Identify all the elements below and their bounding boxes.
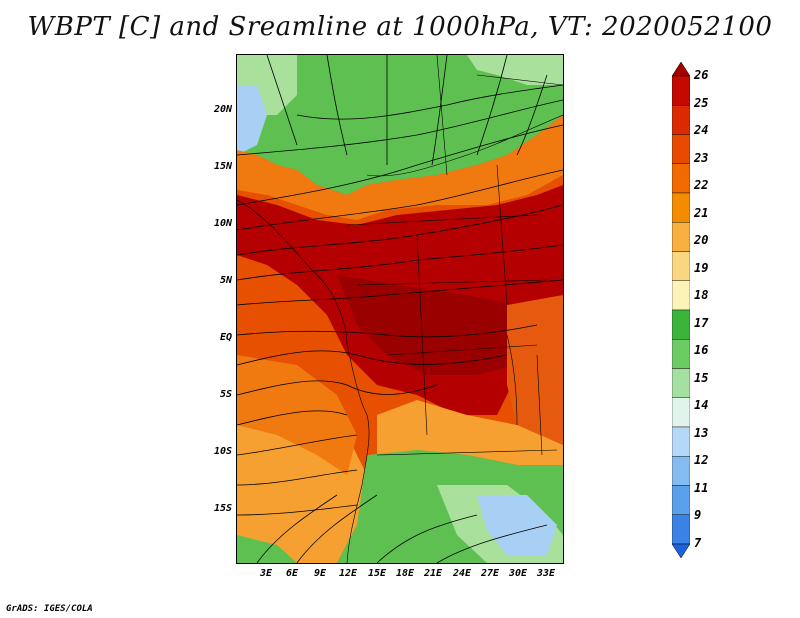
colorbar-label: 18 — [694, 288, 709, 303]
colorbar-label: 23 — [694, 150, 709, 165]
colorbar-swatch — [672, 222, 690, 252]
map-canvas — [237, 55, 563, 563]
colorbar-label: 13 — [694, 425, 709, 440]
colorbar-swatch — [672, 134, 690, 164]
colorbar-label: 25 — [694, 95, 709, 110]
colorbar-label: 7 — [694, 536, 702, 550]
colorbar-label: 17 — [694, 315, 709, 330]
colorbar-swatch — [672, 485, 690, 515]
chart-title: WBPT [C] and Sreamline at 1000hPa, VT: 2… — [27, 12, 773, 42]
colorbar-swatch — [672, 192, 690, 223]
lon-label-9e: 9E — [313, 568, 327, 579]
colorbar-swatch — [672, 456, 690, 486]
colorbar-label: 26 — [694, 68, 709, 82]
lat-label-20n: 20N — [213, 104, 232, 115]
footer-credit: GrADS: IGES/COLA — [6, 604, 93, 614]
lat-label-10n: 10N — [213, 218, 232, 229]
colorbar-label: 11 — [694, 480, 709, 495]
lon-label-18e: 18E — [395, 568, 415, 579]
colorbar-label: 20 — [694, 233, 709, 248]
colorbar-label: 15 — [694, 370, 709, 385]
lon-label-3e: 3E — [259, 568, 273, 579]
lat-label-5s: 5S — [219, 389, 232, 400]
colorbar-bottom-arrow — [672, 543, 690, 558]
colorbar-swatch — [672, 105, 690, 135]
colorbar-swatch — [672, 426, 690, 457]
colorbar-label: 14 — [694, 398, 709, 413]
colorbar-top-arrow — [672, 62, 690, 77]
north-green-zone — [237, 55, 563, 195]
colorbar — [672, 62, 690, 558]
streamlines — [237, 55, 563, 563]
lon-label-6e: 6E — [285, 568, 299, 579]
colorbar-swatch — [672, 397, 690, 428]
colorbar-label: 16 — [694, 343, 709, 358]
colorbar-label: 12 — [694, 453, 709, 468]
coastlines — [237, 55, 563, 563]
east-highland — [507, 295, 563, 455]
lon-label-33e: 33E — [536, 568, 556, 579]
congo-basin-max — [337, 275, 537, 375]
lat-label-15n: 15N — [213, 161, 232, 172]
colorbar-swatch — [672, 368, 690, 398]
lat-label-eq: EQ — [219, 332, 232, 343]
lat-label-5n: 5N — [219, 275, 232, 286]
lat-label-15s: 15S — [213, 503, 232, 514]
colorbar-swatch — [672, 251, 690, 281]
south-orange — [377, 400, 563, 465]
colorbar-swatch — [672, 280, 690, 311]
lon-label-12e: 12E — [338, 568, 358, 579]
lon-label-24e: 24E — [452, 568, 472, 579]
map-panel — [236, 54, 564, 564]
lon-label-30e: 30E — [508, 568, 528, 579]
south-blue-zone — [477, 495, 557, 555]
colorbar-label: 19 — [694, 260, 709, 275]
colorbar-swatch — [672, 309, 690, 340]
colorbar-label: 22 — [694, 178, 709, 193]
north-east-lightgreen — [467, 55, 563, 85]
lon-label-15e: 15E — [367, 568, 387, 579]
colorbar-swatch — [672, 163, 690, 194]
atlantic-warm — [237, 355, 357, 475]
colorbar-swatch — [672, 339, 690, 369]
lon-label-27e: 27E — [480, 568, 500, 579]
colorbar-label: 9 — [694, 508, 702, 523]
lon-label-21e: 21E — [423, 568, 443, 579]
colorbar-label: 21 — [694, 205, 709, 220]
colorbar-label: 24 — [694, 123, 709, 138]
colorbar-swatch — [672, 75, 690, 106]
sahel-transition — [237, 115, 563, 220]
lat-label-10s: 10S — [213, 446, 232, 457]
colorbar-swatch — [672, 514, 690, 545]
north-west-blue — [237, 85, 267, 155]
southwest-green — [237, 535, 297, 563]
